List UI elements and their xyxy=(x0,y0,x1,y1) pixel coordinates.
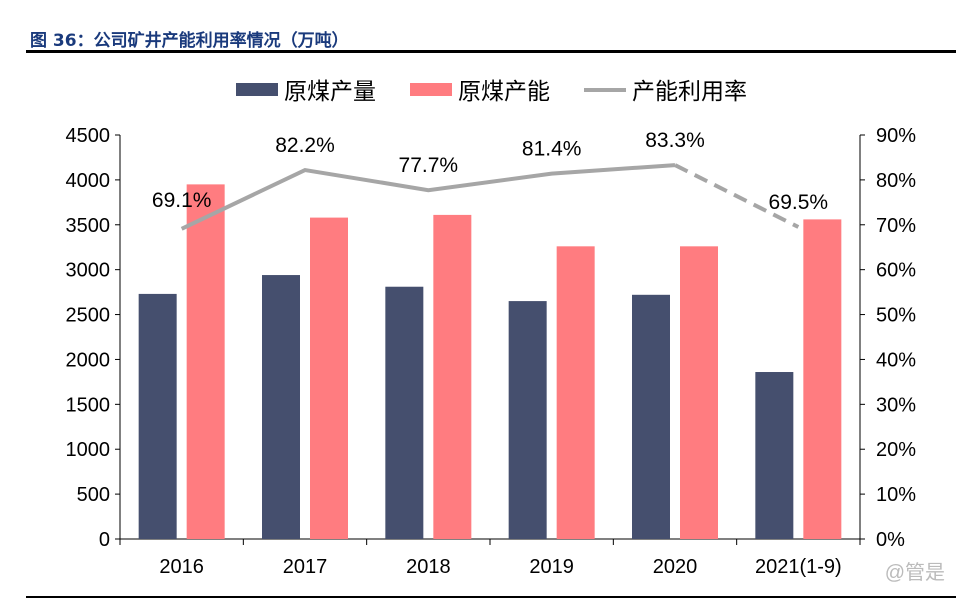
watermark: @管是 xyxy=(884,562,945,584)
left-tick-label: 2000 xyxy=(66,349,111,371)
bottom-rule xyxy=(26,596,956,598)
bar-production xyxy=(262,275,300,539)
legend-label: 产能利用率 xyxy=(632,78,747,104)
data-label: 69.5% xyxy=(769,191,829,214)
bar-capacity xyxy=(186,184,225,539)
data-label: 82.2% xyxy=(275,134,335,157)
data-label: 69.1% xyxy=(152,189,212,212)
chart-title: 图 36：公司矿井产能利用率情况（万吨） xyxy=(30,31,349,51)
right-tick-label: 70% xyxy=(876,215,916,237)
left-tick-label: 3500 xyxy=(66,215,111,237)
left-tick-label: 2500 xyxy=(66,305,111,327)
legend-label: 原煤产量 xyxy=(284,78,376,104)
legend-swatch xyxy=(410,83,452,96)
right-tick-label: 0% xyxy=(876,529,905,551)
x-tick-label: 2017 xyxy=(283,556,328,578)
x-tick-label: 2019 xyxy=(529,556,574,578)
data-label: 83.3% xyxy=(645,129,705,152)
bar-capacity xyxy=(680,246,718,539)
bar-capacity xyxy=(803,219,842,539)
right-tick-label: 30% xyxy=(876,394,916,416)
bar-capacity xyxy=(310,217,348,539)
x-tick-label: 2018 xyxy=(406,556,451,578)
left-tick-label: 0 xyxy=(99,529,110,551)
data-label: 77.7% xyxy=(399,154,459,177)
bar-production xyxy=(755,372,794,539)
utilization-line-dashed xyxy=(674,163,800,229)
left-tick-label: 1000 xyxy=(66,439,111,461)
bar-production xyxy=(138,293,177,539)
bar-capacity xyxy=(433,214,472,539)
right-tick-label: 80% xyxy=(876,170,916,192)
utilization-line xyxy=(180,163,676,231)
right-tick-label: 90% xyxy=(876,125,916,147)
bar-production xyxy=(508,301,547,539)
x-tick-label: 2020 xyxy=(653,556,698,578)
right-tick-label: 20% xyxy=(876,439,916,461)
bar-capacity xyxy=(556,246,595,539)
legend-swatch xyxy=(236,83,278,96)
left-tick-label: 4500 xyxy=(66,125,111,147)
right-tick-label: 60% xyxy=(876,260,916,282)
bar-production xyxy=(632,294,670,539)
x-tick-label: 2016 xyxy=(159,556,204,578)
left-tick-label: 500 xyxy=(77,484,110,506)
left-tick-label: 3000 xyxy=(66,260,111,282)
bar-production xyxy=(385,286,424,539)
left-tick-label: 4000 xyxy=(66,170,111,192)
left-tick-label: 1500 xyxy=(66,394,111,416)
right-tick-label: 50% xyxy=(876,305,916,327)
legend-label: 原煤产能 xyxy=(458,78,550,104)
right-tick-label: 10% xyxy=(876,484,916,506)
right-tick-label: 40% xyxy=(876,349,916,371)
x-tick-label: 2021(1-9) xyxy=(755,556,842,578)
data-label: 81.4% xyxy=(522,138,582,161)
title-rule xyxy=(26,50,956,53)
